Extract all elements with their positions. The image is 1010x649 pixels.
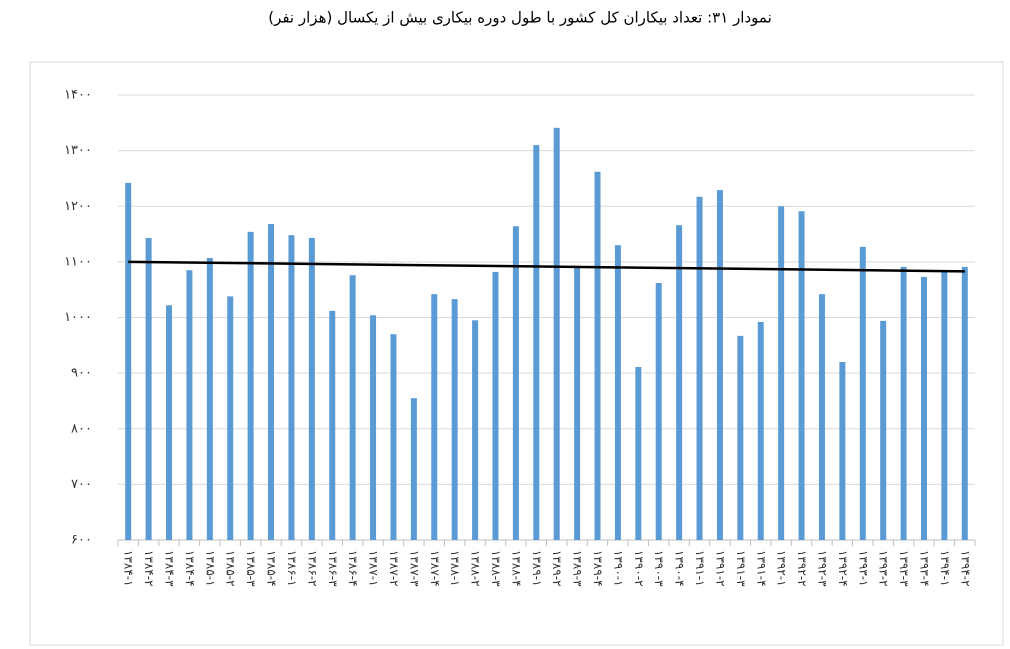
bar (961, 266, 968, 540)
x-tick-label: ۱۳۹۰-۳ (652, 550, 666, 587)
x-tick-label: ۱۳۸۴-۴ (183, 550, 197, 587)
x-tick-label: ۱۳۹۲-۱ (775, 550, 789, 587)
bar (451, 299, 458, 540)
chart-title: نمودار ۳۱: تعداد بیکاران کل کشور با طول … (268, 9, 772, 27)
y-tick-label: ۷۰۰ (71, 477, 92, 492)
bar (288, 235, 295, 541)
x-tick-label: ۱۳۸۵-۲ (224, 550, 238, 587)
x-tick-label: ۱۳۸۸-۳ (489, 550, 503, 587)
bar (390, 334, 397, 540)
x-tick-label: ۱۳۸۷-۱ (367, 550, 381, 587)
x-tick-label: ۱۳۹۲-۴ (836, 550, 850, 587)
x-tick-label: ۱۳۹۱-۴ (754, 550, 768, 587)
bar (839, 362, 846, 540)
x-tick-label: ۱۳۹۲-۲ (795, 550, 809, 587)
bar (431, 294, 438, 540)
bar (206, 257, 213, 540)
x-tick-label: ۱۳۸۸-۲ (469, 550, 483, 587)
x-tick-label: ۱۳۸۸-۱ (448, 550, 462, 587)
x-tick-label: ۱۳۸۹-۲ (550, 550, 564, 587)
bar (186, 270, 193, 540)
bar (696, 196, 703, 540)
bar (880, 320, 887, 540)
x-tick-label: ۱۳۸۷-۳ (407, 550, 421, 587)
x-tick-label: ۱۳۹۱-۳ (734, 550, 748, 587)
x-tick-label: ۱۳۸۶-۴ (346, 550, 360, 587)
bar (329, 310, 336, 540)
bar (166, 305, 173, 540)
bar (533, 145, 540, 540)
y-tick-label: ۱۲۰۰ (64, 199, 92, 214)
bar (125, 182, 132, 540)
x-tick-label: ۱۳۹۰-۴ (673, 550, 687, 587)
bar (472, 320, 479, 540)
x-tick-label: ۱۳۸۹-۱ (530, 550, 544, 587)
x-tick-label: ۱۳۸۴-۲ (142, 550, 156, 587)
bar (859, 246, 866, 540)
x-tick-label: ۱۳۸۵-۳ (244, 550, 258, 587)
bar (676, 225, 683, 540)
bar (900, 266, 907, 540)
bar (512, 226, 519, 540)
x-tick-label: ۱۳۹۲-۳ (815, 550, 829, 587)
x-tick-label: ۱۳۹۱-۱ (693, 550, 707, 587)
bar (716, 190, 723, 540)
bar (492, 271, 499, 540)
x-tick-label: ۱۳۸۹-۳ (571, 550, 585, 587)
bar (553, 127, 560, 540)
bar (247, 231, 254, 540)
bar (308, 237, 315, 541)
y-tick-label: ۸۰۰ (71, 421, 92, 436)
x-tick-label: ۱۳۹۴-۲ (958, 550, 972, 587)
x-tick-label: ۱۳۸۸-۴ (509, 550, 523, 587)
x-tick-label: ۱۳۸۴-۳ (163, 550, 177, 587)
y-tick-label: ۱۴۰۰ (64, 88, 92, 103)
x-tick-label: ۱۳۹۴-۱ (938, 550, 952, 587)
bar (268, 224, 275, 541)
x-tick-label: ۱۳۸۷-۴ (428, 550, 442, 587)
y-tick-label: ۹۰۰ (71, 366, 92, 381)
bar (145, 237, 152, 541)
y-tick-label: ۱۰۰۰ (64, 310, 92, 325)
x-tick-label: ۱۳۹۱-۲ (713, 550, 727, 587)
bar (798, 211, 805, 540)
bar (737, 335, 744, 540)
x-tick-label: ۱۳۸۶-۲ (305, 550, 319, 587)
x-tick-label: ۱۳۹۳-۱ (856, 550, 870, 587)
bar (635, 367, 642, 540)
x-tick-label: ۱۳۸۵-۱ (203, 550, 217, 587)
bar (778, 206, 785, 540)
bar (614, 245, 621, 540)
bar (370, 315, 377, 540)
bar (941, 271, 948, 540)
bar (349, 275, 356, 540)
x-tick-label: ۱۳۸۶-۳ (326, 550, 340, 587)
bar (594, 171, 601, 540)
trend-line (128, 260, 965, 273)
x-tick-label: ۱۳۸۷-۲ (387, 550, 401, 587)
bar (574, 267, 581, 540)
x-tick-label: ۱۳۹۳-۴ (917, 550, 931, 587)
x-tick-label: ۱۳۹۰-۲ (632, 550, 646, 587)
x-tick-label: ۱۳۸۶-۱ (285, 550, 299, 587)
x-tick-label: ۱۳۸۹-۴ (591, 550, 605, 587)
y-tick-label: ۱۳۰۰ (64, 143, 92, 158)
x-tick-label: ۱۳۹۰-۱ (611, 550, 625, 587)
bar (655, 283, 662, 540)
bar (227, 296, 234, 540)
x-tick-label: ۱۳۸۴-۱ (122, 550, 136, 587)
bar (818, 294, 825, 540)
x-tick-label: ۱۳۹۳-۳ (897, 550, 911, 587)
y-tick-label: ۱۱۰۰ (64, 254, 92, 269)
bar (757, 321, 764, 540)
bar (410, 398, 417, 540)
y-tick-label: ۶۰۰ (71, 533, 92, 548)
bar (920, 276, 927, 540)
x-tick-label: ۱۳۸۵-۴ (265, 550, 279, 587)
chart-border (29, 61, 1004, 646)
x-tick-label: ۱۳۹۳-۲ (877, 550, 891, 587)
